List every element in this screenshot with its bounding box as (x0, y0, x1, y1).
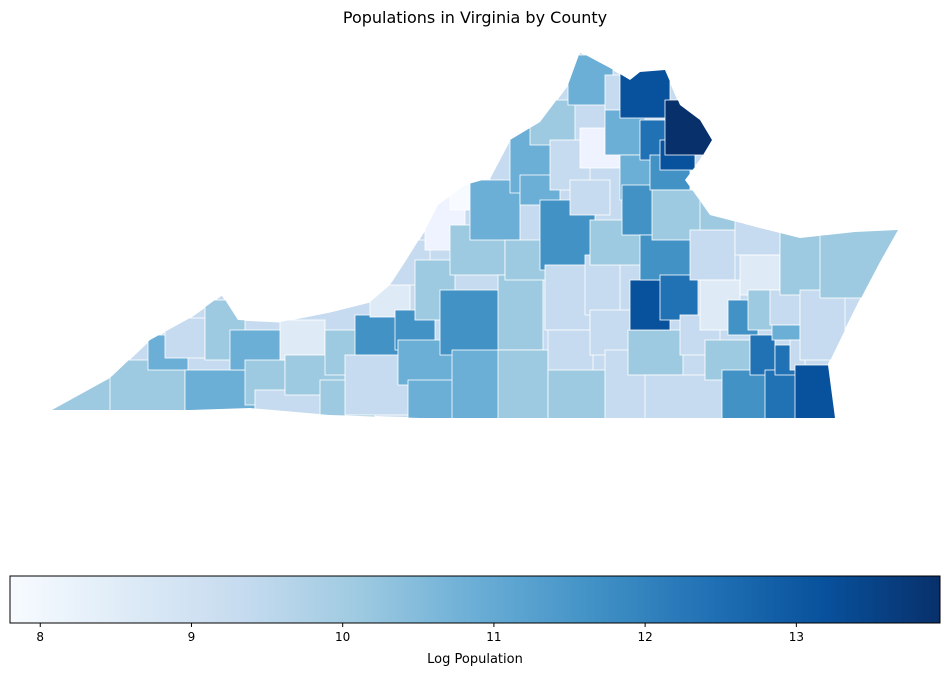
county-region (497, 349, 549, 418)
colorbar-bar (9, 575, 941, 624)
county-region (164, 317, 206, 359)
colorbar-tick-label: 9 (188, 630, 196, 644)
county-region (659, 274, 699, 321)
county-region (589, 309, 631, 356)
county-region (184, 369, 256, 416)
county-region (529, 99, 576, 146)
county-region (52, 369, 113, 416)
county-region (721, 369, 768, 418)
county-region (771, 324, 801, 341)
county-region (547, 329, 594, 376)
county-region (794, 364, 841, 418)
county-region (354, 314, 401, 361)
county-region (439, 289, 501, 356)
county-region (497, 274, 544, 351)
county-region (639, 234, 696, 281)
county-region (664, 99, 714, 156)
county-region (451, 349, 503, 418)
colorbar-label: Log Population (427, 652, 523, 667)
county-region (749, 334, 776, 376)
county-region (739, 254, 781, 296)
county-region (619, 67, 671, 119)
colorbar-tick-label: 8 (36, 630, 44, 644)
colorbar-tick-label: 12 (637, 630, 652, 644)
county-region (544, 264, 591, 331)
county-regions (52, 54, 898, 418)
map-title: Populations in Virginia by County (342, 8, 608, 27)
county-region (734, 214, 781, 256)
county-region (569, 179, 611, 216)
colorbar-ticks: 8 9 10 11 12 13 (36, 623, 804, 644)
county-region (819, 227, 898, 299)
county-region (779, 229, 826, 296)
county-region (407, 379, 459, 418)
colorbar: 8 9 10 11 12 13 Log Population (9, 575, 941, 667)
county-region (799, 289, 846, 361)
county-region (689, 229, 736, 281)
county-region (627, 329, 684, 376)
colorbar-tick-label: 10 (335, 630, 350, 644)
county-region (547, 369, 614, 418)
county-region (279, 319, 326, 361)
colorbar-tick-label: 13 (789, 630, 804, 644)
county-region (644, 374, 726, 418)
colorbar-tick-label: 11 (486, 630, 501, 644)
